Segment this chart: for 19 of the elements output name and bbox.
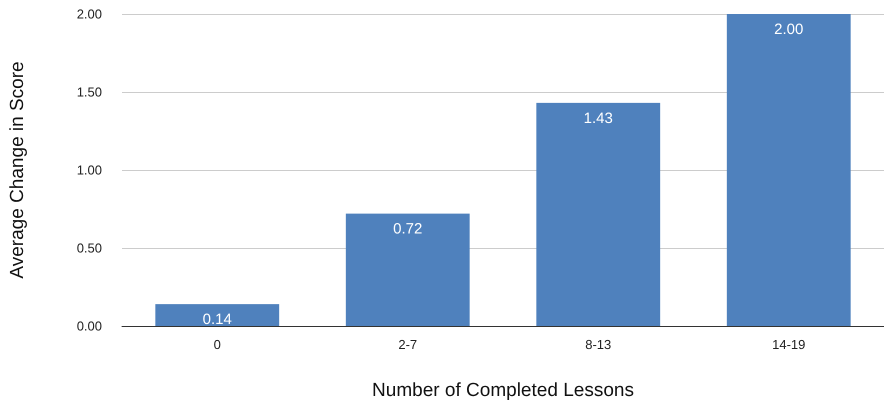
data-label: 1.43 bbox=[584, 110, 613, 127]
x-tick-label: 8-13 bbox=[585, 337, 612, 352]
data-label: 0.14 bbox=[202, 311, 232, 328]
x-tick-label: 14-19 bbox=[772, 337, 806, 352]
y-tick-label: 0.00 bbox=[76, 318, 102, 334]
x-tick-label: 0 bbox=[214, 337, 221, 352]
y-axis-title: Average Change in Score bbox=[7, 61, 28, 279]
y-tick-label: 0.50 bbox=[76, 240, 102, 256]
bar bbox=[346, 214, 470, 326]
bar bbox=[155, 304, 280, 326]
bar bbox=[536, 102, 660, 326]
y-tick-label: 1.50 bbox=[76, 84, 102, 100]
y-tick-label: 2.00 bbox=[76, 6, 102, 22]
data-label: 0.72 bbox=[393, 220, 422, 238]
x-tick-label: 2-7 bbox=[398, 337, 418, 352]
y-tick-label: 1.00 bbox=[76, 162, 102, 178]
x-axis-title: Number of Completed Lessons bbox=[372, 380, 634, 401]
bar bbox=[726, 14, 851, 326]
data-label: 2.00 bbox=[774, 21, 804, 38]
